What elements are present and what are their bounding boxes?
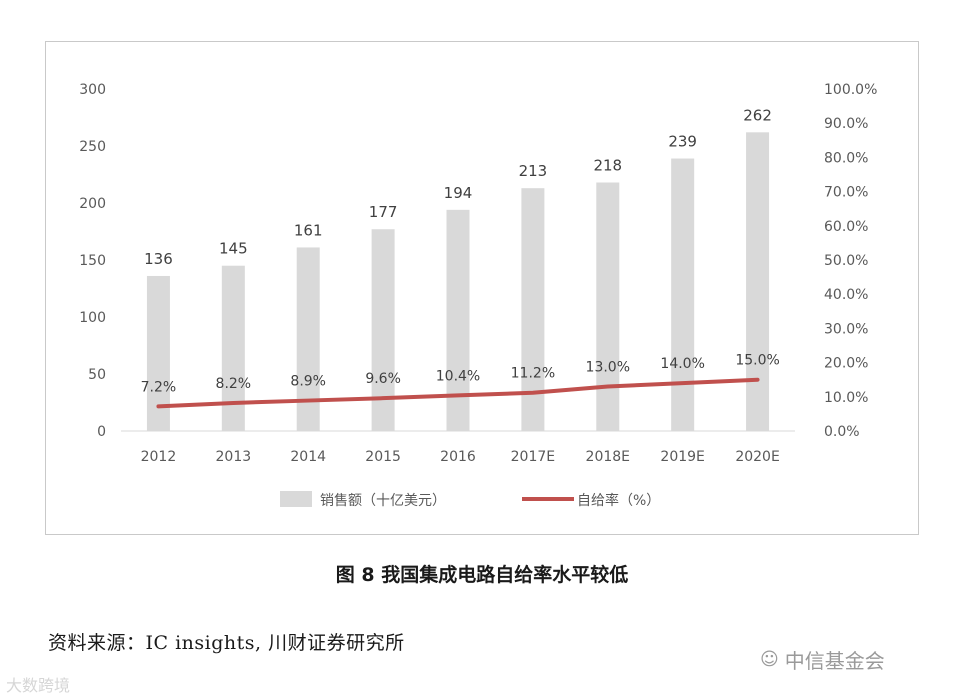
right-axis-tick-label: 40.0% — [824, 287, 868, 303]
line-value-labels: 7.2% 8.2% 8.9% 9.6% 10.4% 11.2% 13.0% 14.0% 15.0… — [141, 353, 780, 396]
bar-value-label: 161 — [294, 221, 323, 239]
bar-series — [146, 132, 770, 431]
x-axis-tick-label: 2020E — [735, 449, 779, 465]
legend-bar-label: 销售额（十亿美元） — [320, 493, 446, 509]
x-axis-tick-label: 2013 — [216, 449, 252, 465]
x-axis-tick-label: 2012 — [141, 449, 177, 465]
left-axis-ticks: 0 50 100 150 200 250 300 — [79, 82, 106, 440]
bar — [671, 158, 695, 431]
left-axis-tick-label: 50 — [88, 367, 106, 383]
right-axis-tick-label: 10.0% — [824, 390, 868, 406]
wechat-icon: ☺ — [760, 649, 779, 670]
right-axis-tick-label: 90.0% — [824, 116, 868, 132]
bar-value-labels: 136 145 161 177 194 213 218 239 262 — [144, 106, 772, 268]
line-series — [156, 377, 760, 409]
chart-svg: 0 50 100 150 200 250 300 0.0% 10.0% 20.0% 30.0% 40… — [79, 82, 877, 509]
right-axis-tick-label: 60.0% — [824, 219, 868, 235]
left-axis-tick-label: 200 — [79, 196, 106, 212]
bar — [521, 188, 545, 431]
line-value-label: 11.2% — [511, 366, 555, 382]
line-value-label: 8.9% — [290, 374, 326, 390]
line-value-label: 10.4% — [436, 368, 480, 384]
x-axis-tick-label: 2015 — [365, 449, 401, 465]
line-value-label: 8.2% — [216, 376, 252, 392]
line-value-label: 7.2% — [141, 379, 177, 395]
watermark-left: 大数跨境 — [6, 676, 71, 695]
left-axis-tick-label: 300 — [79, 82, 106, 98]
bar — [296, 247, 320, 431]
right-axis-tick-label: 100.0% — [824, 82, 877, 98]
line-value-label: 14.0% — [660, 356, 704, 372]
bar-value-label: 145 — [219, 240, 248, 258]
watermark-right: ☺ 中信基金会 — [760, 645, 885, 674]
x-axis-tick-label: 2014 — [290, 449, 326, 465]
chart-frame: 0 50 100 150 200 250 300 0.0% 10.0% 20.0% 30.0% 40… — [45, 41, 919, 535]
source-note: 资料来源：IC insights, 川财证券研究所 — [48, 632, 405, 654]
line-value-label: 9.6% — [365, 371, 401, 387]
bar-value-label: 218 — [593, 156, 622, 174]
right-axis-tick-label: 50.0% — [824, 253, 868, 269]
bar-value-label: 262 — [743, 106, 772, 124]
left-axis-tick-label: 0 — [97, 424, 106, 440]
left-axis-tick-label: 250 — [79, 139, 106, 155]
x-axis-tick-label: 2019E — [660, 449, 704, 465]
legend-bar-swatch — [280, 491, 312, 507]
line-value-label: 15.0% — [735, 353, 779, 369]
bar — [371, 229, 395, 431]
right-axis-tick-label: 0.0% — [824, 424, 860, 440]
x-axis-tick-label: 2018E — [586, 449, 630, 465]
legend: 销售额（十亿美元） 自给率（%） — [280, 491, 660, 509]
left-axis-tick-label: 150 — [79, 253, 106, 269]
bar-value-label: 239 — [668, 133, 697, 151]
x-axis-ticks: 2012 2013 2014 2015 2016 2017E 2018E 2019E 2020E — [141, 449, 780, 465]
bar — [221, 265, 245, 431]
right-axis-tick-label: 30.0% — [824, 321, 868, 337]
figure-caption: 图 8 我国集成电路自给率水平较低 — [335, 564, 629, 586]
right-axis-tick-label: 70.0% — [824, 185, 868, 201]
bar-value-label: 213 — [519, 162, 548, 180]
line-value-label: 13.0% — [586, 360, 630, 376]
right-axis-tick-label: 80.0% — [824, 150, 868, 166]
right-axis-tick-label: 20.0% — [824, 356, 868, 372]
legend-line-label: 自给率（%） — [577, 492, 660, 509]
x-axis-tick-label: 2016 — [440, 449, 476, 465]
left-axis-tick-label: 100 — [79, 310, 106, 326]
watermark-right-text: 中信基金会 — [784, 649, 885, 673]
bar-value-label: 194 — [444, 184, 473, 202]
bar-value-label: 136 — [144, 250, 173, 268]
bar — [146, 275, 170, 431]
bar-value-label: 177 — [369, 203, 398, 221]
bar — [596, 182, 620, 431]
right-axis-ticks: 0.0% 10.0% 20.0% 30.0% 40.0% 50.0% 60.0% 70.0% 8… — [824, 82, 877, 440]
x-axis-tick-label: 2017E — [511, 449, 555, 465]
bar — [746, 132, 770, 431]
bar — [446, 209, 470, 431]
